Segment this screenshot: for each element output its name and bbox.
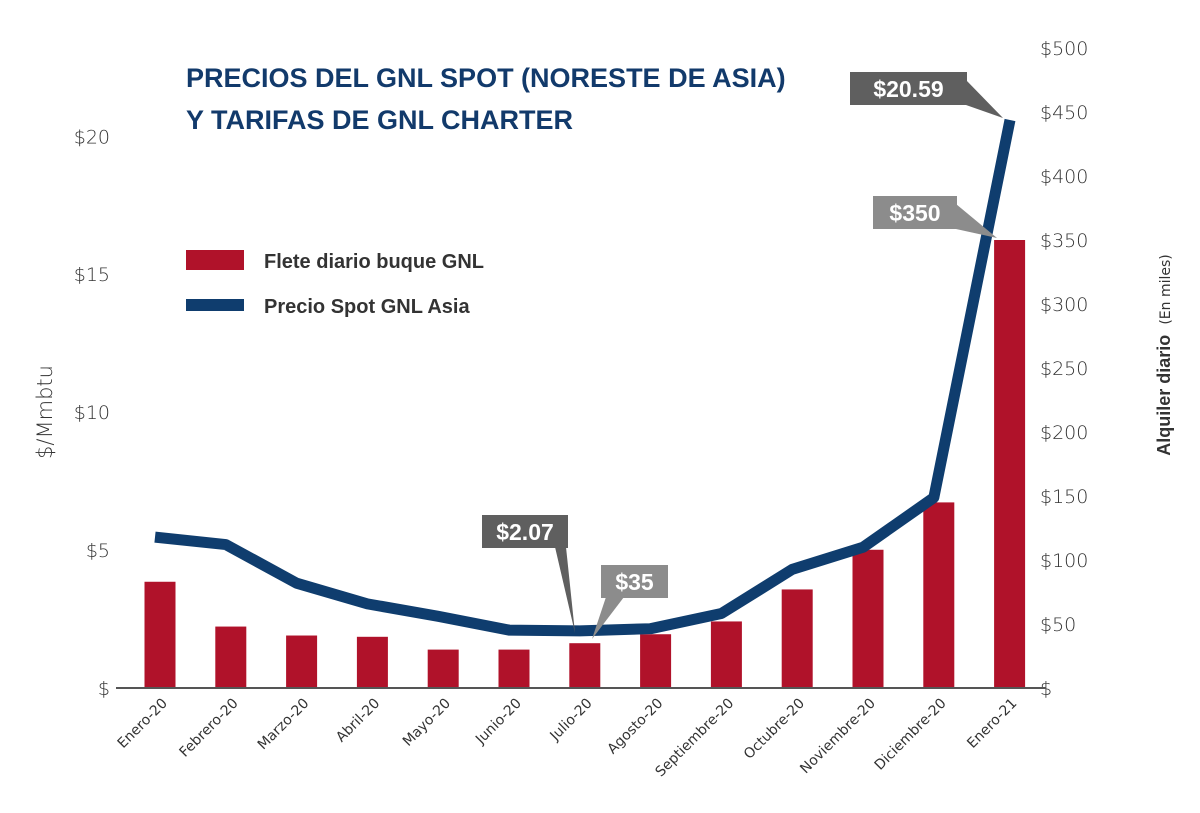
left-tick-label: $10 [74,402,110,424]
line-series [154,118,1016,637]
callout-label: $35 [615,569,654,595]
left-tick-label: $ [98,678,110,700]
bar [852,549,884,688]
legend-swatch-line [186,299,244,311]
callout-flete-diario-buque-gnl: $35 [592,565,668,639]
x-tick-label: Agosto-20 [605,696,667,758]
bar [498,649,530,688]
x-tick-label: Noviembre-20 [797,696,879,778]
right-tick-label: $ [1040,678,1052,700]
callout-precio-spot-gnl-asia: $2.07 [482,515,575,633]
x-tick-label: Octubre-20 [741,696,808,763]
x-tick-label: Abril-20 [333,696,383,746]
bar [286,635,318,688]
x-axis-ticks: Enero-20 Febrero-20 Marzo-20 Abril-20 Mayo-2… [115,696,1021,781]
bar [427,649,459,688]
callout-pointer [592,597,624,639]
x-tick-label: Mayo-20 [400,696,454,750]
chart-title-line-2: Y TARIFAS DE GNL CHARTER [186,105,573,135]
legend-swatch-bar [186,250,244,270]
bar [144,581,176,688]
legend-label-line: Precio Spot GNL Asia [264,296,470,318]
bar [710,621,742,688]
left-tick-label: $5 [86,540,110,562]
right-tick-label: $200 [1040,422,1088,444]
bar [923,502,955,688]
right-axis-ticks: $ $50 $100 $150 $200 $250 $300 $350 $400 $450 $500 [1040,38,1088,700]
bar [781,589,813,688]
callout-box [873,196,957,229]
bar [569,643,601,688]
callout-pointer [966,80,1003,118]
legend-label-bar: Flete diario buque GNL [264,251,484,273]
x-tick-label: Enero-21 [964,696,1020,752]
callout-pointer [555,547,575,633]
callout-flete-diario-buque-gnl: $350 [873,196,997,238]
right-tick-label: $350 [1040,230,1088,252]
right-tick-label: $450 [1040,102,1088,124]
x-tick-label: Enero-20 [115,696,171,752]
bar-series [144,240,1026,688]
callout-box [482,515,568,548]
right-tick-label: $400 [1040,166,1088,188]
bar [994,240,1026,688]
left-tick-label: $20 [74,126,110,148]
left-axis-label: $/Mmbtu [33,365,57,459]
bar [215,626,247,688]
bar [640,634,672,688]
right-tick-label: $50 [1040,614,1076,636]
left-axis-ticks: $ $5 $10 $15 $20 [74,126,110,700]
right-tick-label: $150 [1040,486,1088,508]
x-tick-label: Febrero-20 [177,696,242,761]
callout-pointer [956,204,997,238]
callout-box [601,565,668,598]
callout-label: $20.59 [873,76,943,102]
x-tick-label: Junio-20 [472,696,525,749]
callout-label: $2.07 [496,519,554,545]
x-tick-label: Septiembre-20 [652,696,737,781]
right-tick-label: $300 [1040,294,1088,316]
callouts: $2.07 $35 $20.59 $350 [482,72,1003,639]
right-tick-label: $100 [1040,550,1088,572]
x-tick-label: Diciembre-20 [872,696,950,774]
callout-label: $350 [889,200,940,226]
right-axis-label-main: Alquiler diario [1154,335,1174,456]
x-tick-label: Marzo-20 [255,696,313,754]
left-tick-label: $15 [74,264,110,286]
right-tick-label: $500 [1040,38,1088,60]
right-axis-label-suffix: (En miles) [1158,254,1174,324]
callout-box [850,72,967,105]
chart-title-line-1: PRECIOS DEL GNL SPOT (NORESTE DE ASIA) [186,63,786,93]
x-tick-label: Julio-20 [546,696,595,745]
callout-precio-spot-gnl-asia: $20.59 [850,72,1003,118]
bar [356,636,388,688]
right-tick-label: $250 [1040,358,1088,380]
legend: Flete diario buque GNL Precio Spot GNL A… [186,250,484,318]
right-axis-label: Alquiler diario (En miles) [1154,254,1174,456]
